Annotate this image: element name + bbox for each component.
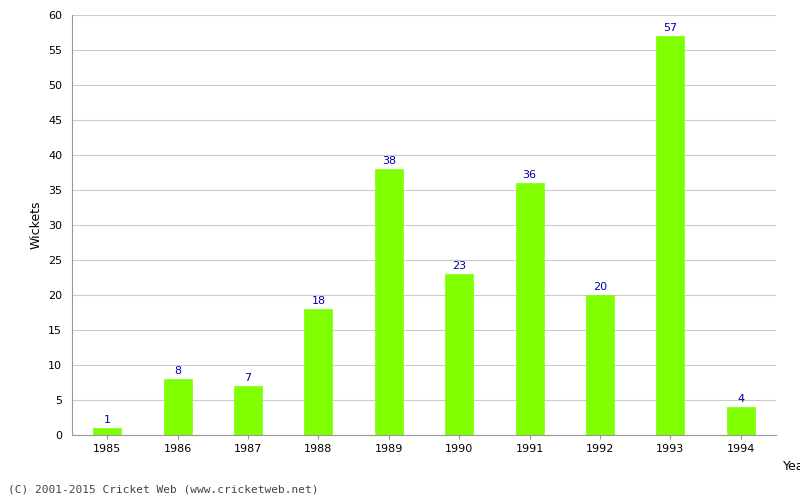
Bar (374, 169, 403, 435)
Bar (586, 295, 614, 435)
Text: (C) 2001-2015 Cricket Web (www.cricketweb.net): (C) 2001-2015 Cricket Web (www.cricketwe… (8, 485, 318, 495)
Text: 18: 18 (311, 296, 326, 306)
Text: 20: 20 (593, 282, 607, 292)
Text: 38: 38 (382, 156, 396, 166)
Text: 8: 8 (174, 366, 181, 376)
Bar (163, 379, 192, 435)
Y-axis label: Wickets: Wickets (30, 200, 42, 249)
Text: 23: 23 (452, 261, 466, 271)
Bar (234, 386, 262, 435)
Text: 4: 4 (738, 394, 744, 404)
Text: 57: 57 (663, 23, 678, 33)
Bar (304, 309, 333, 435)
Text: 7: 7 (245, 373, 251, 383)
Bar (515, 183, 544, 435)
Text: 36: 36 (522, 170, 537, 180)
Text: 1: 1 (104, 415, 110, 425)
Text: Year: Year (783, 460, 800, 473)
Bar (656, 36, 685, 435)
Bar (726, 407, 755, 435)
Bar (445, 274, 474, 435)
Bar (93, 428, 122, 435)
